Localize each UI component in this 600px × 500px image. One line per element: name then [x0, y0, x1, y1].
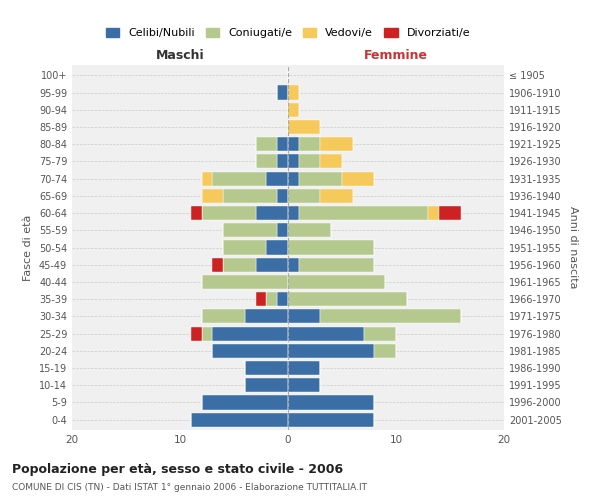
- Bar: [320, 189, 353, 203]
- Bar: [245, 378, 288, 392]
- Bar: [428, 206, 439, 220]
- Bar: [256, 154, 277, 168]
- Bar: [288, 292, 407, 306]
- Bar: [288, 396, 374, 409]
- Bar: [277, 137, 288, 152]
- Bar: [212, 344, 288, 358]
- Text: Popolazione per età, sesso e stato civile - 2006: Popolazione per età, sesso e stato civil…: [12, 462, 343, 475]
- Bar: [266, 172, 288, 185]
- Bar: [288, 154, 299, 168]
- Bar: [212, 172, 266, 185]
- Bar: [202, 396, 288, 409]
- Y-axis label: Fasce di età: Fasce di età: [23, 214, 33, 280]
- Bar: [277, 189, 288, 203]
- Text: Femmine: Femmine: [364, 50, 428, 62]
- Bar: [320, 154, 342, 168]
- Bar: [288, 310, 320, 324]
- Bar: [299, 206, 428, 220]
- Bar: [288, 189, 320, 203]
- Bar: [256, 292, 266, 306]
- Text: COMUNE DI CIS (TN) - Dati ISTAT 1° gennaio 2006 - Elaborazione TUTTITALIA.IT: COMUNE DI CIS (TN) - Dati ISTAT 1° genna…: [12, 482, 367, 492]
- Bar: [320, 310, 461, 324]
- Bar: [202, 172, 212, 185]
- Bar: [288, 412, 374, 426]
- Bar: [277, 86, 288, 100]
- Bar: [277, 154, 288, 168]
- Bar: [202, 189, 223, 203]
- Bar: [342, 172, 374, 185]
- Bar: [223, 223, 277, 238]
- Bar: [277, 292, 288, 306]
- Bar: [223, 258, 256, 272]
- Bar: [288, 361, 320, 375]
- Bar: [288, 275, 385, 289]
- Bar: [245, 310, 288, 324]
- Bar: [288, 137, 299, 152]
- Bar: [288, 172, 299, 185]
- Bar: [299, 258, 374, 272]
- Bar: [288, 120, 320, 134]
- Bar: [374, 344, 396, 358]
- Bar: [288, 223, 331, 238]
- Bar: [320, 137, 353, 152]
- Bar: [439, 206, 461, 220]
- Bar: [288, 206, 299, 220]
- Bar: [288, 258, 299, 272]
- Bar: [212, 326, 288, 340]
- Text: Maschi: Maschi: [155, 50, 205, 62]
- Bar: [223, 240, 266, 254]
- Bar: [364, 326, 396, 340]
- Bar: [266, 240, 288, 254]
- Bar: [212, 258, 223, 272]
- Bar: [202, 310, 245, 324]
- Bar: [202, 206, 256, 220]
- Bar: [277, 223, 288, 238]
- Bar: [191, 326, 202, 340]
- Bar: [288, 344, 374, 358]
- Bar: [299, 137, 320, 152]
- Bar: [256, 206, 288, 220]
- Bar: [299, 154, 320, 168]
- Bar: [266, 292, 277, 306]
- Bar: [202, 275, 288, 289]
- Bar: [191, 206, 202, 220]
- Bar: [191, 412, 288, 426]
- Bar: [223, 189, 277, 203]
- Bar: [202, 326, 212, 340]
- Y-axis label: Anni di nascita: Anni di nascita: [568, 206, 578, 289]
- Legend: Celibi/Nubili, Coniugati/e, Vedovi/e, Divorziati/e: Celibi/Nubili, Coniugati/e, Vedovi/e, Di…: [101, 23, 475, 43]
- Bar: [288, 378, 320, 392]
- Bar: [299, 172, 342, 185]
- Bar: [245, 361, 288, 375]
- Bar: [256, 137, 277, 152]
- Bar: [288, 326, 364, 340]
- Bar: [288, 240, 374, 254]
- Bar: [288, 86, 299, 100]
- Bar: [256, 258, 288, 272]
- Bar: [288, 102, 299, 117]
